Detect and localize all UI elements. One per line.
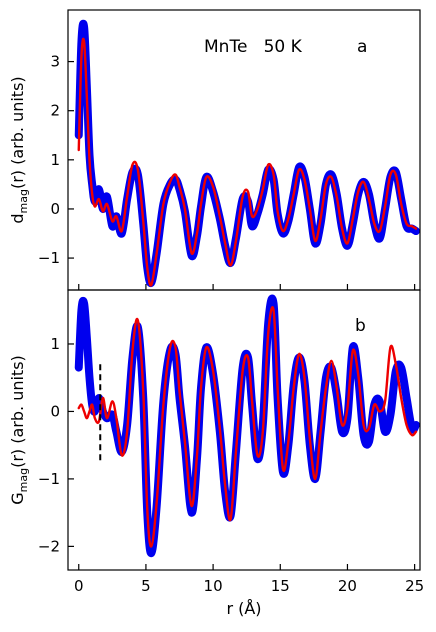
panel-b-xtick-label: 25 [405,577,424,595]
panel-a-ytick-label: 1 [50,151,60,169]
panel-a-fit-line [77,37,418,287]
panel-a-ytick-label: 0 [50,200,60,218]
panel-a-ytick-label: 2 [50,102,60,120]
panel-b-ytick-label: −2 [38,537,60,555]
panel-b-ytick-label: 1 [50,335,60,353]
panel-b-fit-line [77,306,418,548]
panel-a-ytick-label: 3 [50,53,60,71]
panel-a-data-line [74,19,420,288]
panel-b-ytick-label: 0 [50,402,60,420]
panel-a-ticks: −1 0 1 2 3 [38,53,416,290]
panel-a: −1 0 1 2 3 MnTe 50 K a dmag(r) (arb. units) [8,9,421,291]
panel-b-ylabel: Gmag(r) (arb. units) [8,355,30,505]
x-axis-label: r (Å) [226,599,261,618]
panel-b-ytick-label: −1 [38,470,60,488]
panel-b-xtick-label: 5 [141,577,151,595]
panel-b-xtick-label: 10 [204,577,223,595]
panel-a-ylabel-main: d [8,213,27,223]
panel-a-ylabel-sub: mag [17,189,30,213]
panel-b-xtick-label: 15 [271,577,290,595]
panel-b-frame [67,289,421,571]
panel-b-xtick-label: 0 [74,577,84,595]
panel-b-data-line [74,294,420,558]
panel-b-ylabel-sub: mag [17,468,30,492]
panel-b-ylabel-rest: (r) (arb. units) [8,355,27,468]
panel-b-xtick-label: 20 [338,577,357,595]
panel-a-ytick-label: −1 [38,249,60,267]
panel-b-plot-area [74,294,420,558]
panel-a-ylabel: dmag(r) (arb. units) [8,76,30,223]
panel-a-label: a [357,37,367,57]
panel-a-ylabel-rest: (r) (arb. units) [8,76,27,189]
panel-a-annotation: MnTe 50 K [204,37,303,57]
panel-b-ylabel-main: G [8,492,27,504]
panel-a-plot-area [74,19,420,288]
panel-b-label: b [355,316,366,336]
